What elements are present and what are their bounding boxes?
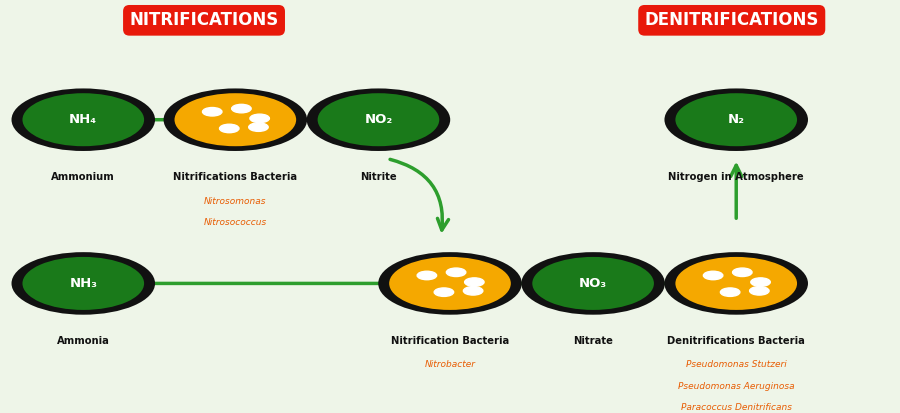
Circle shape (248, 123, 268, 131)
Circle shape (22, 93, 144, 146)
Text: Ammonia: Ammonia (57, 336, 110, 346)
Circle shape (22, 257, 144, 310)
Circle shape (751, 278, 770, 286)
Circle shape (175, 93, 296, 146)
Text: NO₃: NO₃ (579, 277, 608, 290)
Circle shape (720, 288, 740, 297)
Circle shape (318, 93, 439, 146)
Circle shape (664, 88, 808, 151)
Circle shape (532, 257, 654, 310)
Circle shape (378, 252, 522, 315)
Text: NH₄: NH₄ (69, 113, 97, 126)
Circle shape (12, 88, 155, 151)
Circle shape (521, 252, 665, 315)
Text: Paracoccus Denitrificans: Paracoccus Denitrificans (680, 403, 792, 412)
Circle shape (675, 93, 797, 146)
Text: Nitrosomonas: Nitrosomonas (204, 197, 266, 206)
Text: Ammonium: Ammonium (51, 172, 115, 183)
Text: Nitrite: Nitrite (360, 172, 397, 183)
Text: Pseudomonas Stutzeri: Pseudomonas Stutzeri (686, 360, 787, 369)
Circle shape (389, 257, 511, 310)
Circle shape (750, 287, 770, 295)
Text: Nitrogen in Atmosphere: Nitrogen in Atmosphere (669, 172, 804, 183)
Circle shape (220, 124, 239, 133)
Circle shape (307, 88, 450, 151)
Circle shape (12, 252, 155, 315)
Circle shape (164, 88, 307, 151)
Text: N₂: N₂ (728, 113, 744, 126)
Text: Nitrate: Nitrate (573, 336, 613, 346)
Circle shape (446, 268, 466, 277)
Circle shape (464, 278, 484, 286)
Text: NH₃: NH₃ (69, 277, 97, 290)
Circle shape (418, 271, 436, 280)
Circle shape (464, 287, 482, 295)
Circle shape (675, 257, 797, 310)
Circle shape (733, 268, 752, 277)
Circle shape (202, 107, 222, 116)
Text: Denitrifications Bacteria: Denitrifications Bacteria (667, 336, 806, 346)
Text: Nitrosococcus: Nitrosococcus (203, 218, 267, 227)
Text: Nitrifications Bacteria: Nitrifications Bacteria (174, 172, 297, 183)
Circle shape (434, 288, 454, 297)
Circle shape (250, 114, 269, 123)
Circle shape (664, 252, 808, 315)
Text: Nitrification Bacteria: Nitrification Bacteria (391, 336, 509, 346)
Text: DENITRIFICATIONS: DENITRIFICATIONS (644, 11, 819, 29)
Text: NO₂: NO₂ (364, 113, 392, 126)
Circle shape (231, 104, 251, 113)
Text: Nitrobacter: Nitrobacter (425, 360, 475, 369)
Circle shape (704, 271, 723, 280)
Text: Pseudomonas Aeruginosa: Pseudomonas Aeruginosa (678, 382, 795, 391)
Text: NITRIFICATIONS: NITRIFICATIONS (130, 11, 279, 29)
